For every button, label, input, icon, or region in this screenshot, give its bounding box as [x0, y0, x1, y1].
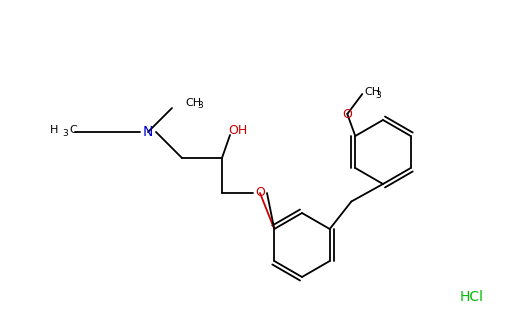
Text: CH: CH — [364, 87, 380, 97]
Text: O: O — [255, 186, 265, 199]
Text: C: C — [69, 125, 77, 135]
Text: O: O — [343, 107, 352, 120]
Text: CH: CH — [185, 98, 201, 108]
Text: 3: 3 — [375, 90, 381, 100]
Text: H: H — [50, 125, 58, 135]
Text: 3: 3 — [62, 128, 68, 138]
Text: N: N — [143, 125, 153, 139]
Text: OH: OH — [228, 125, 248, 138]
Text: 3: 3 — [197, 101, 203, 111]
Text: HCl: HCl — [460, 290, 484, 304]
